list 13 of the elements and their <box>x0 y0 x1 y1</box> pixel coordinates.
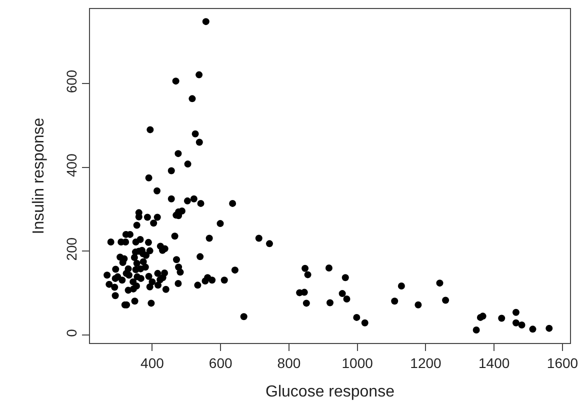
x-tick-label: 400 <box>140 354 164 371</box>
y-tick-label: 0 <box>63 328 80 337</box>
x-tick-label: 1200 <box>410 354 442 371</box>
y-tick-label: 400 <box>63 153 80 177</box>
x-tick-label: 600 <box>208 354 232 371</box>
y-tick-label: 200 <box>63 237 80 261</box>
x-axis-title: Glucose response <box>266 384 395 400</box>
y-tick-label: 600 <box>63 70 80 94</box>
y-axis-title: Insulin response <box>30 118 48 234</box>
x-tick-label: 1000 <box>342 354 374 371</box>
x-tick-label: 1400 <box>478 354 510 371</box>
x-tick-label: 1600 <box>546 354 578 371</box>
x-tick-label: 800 <box>277 354 301 371</box>
